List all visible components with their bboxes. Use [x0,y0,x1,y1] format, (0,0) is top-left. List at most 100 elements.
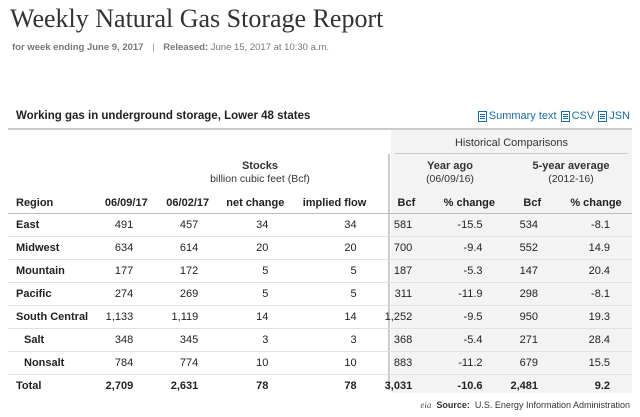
stocks-unit: billion cubic feet (Bcf) [210,173,310,185]
cell-net-change: 78 [256,380,269,392]
region-name: Pacific [8,282,98,306]
stocks-title: Stocks [241,160,279,172]
region-name: Salt [8,328,98,352]
section-title: Working gas in underground storage, Lowe… [16,110,311,122]
col-net-change: net change [220,193,291,214]
cell-five-year-bcf: 534 [504,213,561,237]
cell-five-year-pct: 20.4 [560,259,632,283]
csv-label[interactable]: CSV [571,110,595,122]
json-label[interactable]: JSN [609,110,630,122]
cell-year-ago-bcf: 581 [378,213,435,237]
cell-prior-week: 457 [155,213,221,237]
source-label: Source: [436,400,470,410]
week-ending-label: for week ending June 9, 2017 [12,42,144,53]
cell-current-week: 348 [97,328,156,352]
col-current-week: 06/09/17 [97,193,156,214]
cell-prior-week: 345 [155,328,221,352]
cell-year-ago-bcf: 700 [378,236,435,260]
cell-current-week: 2,709 [105,380,134,392]
table-row: East 491 457 34 34 581 -15.5 534 -8.1 [8,213,632,237]
cell-current-week: 177 [97,259,156,283]
cell-five-year-pct: -8.1 [560,213,632,237]
col-five-year-pct: % change [560,193,632,214]
table-row: Pacific 274 269 5 5 311 -11.9 298 -8.1 [8,282,632,306]
download-links: Summary text CSV JSN [477,110,630,122]
cell-prior-week: 1,119 [155,305,221,329]
storage-table: Region 06/09/17 06/02/17 net change impl… [8,193,632,397]
col-year-ago-pct: % change [434,193,505,214]
region-name: Total [16,380,42,392]
cell-net-change: 14 [220,305,291,329]
cell-net-change: 20 [220,236,291,260]
document-icon [560,110,570,122]
cell-year-ago-bcf: 187 [378,259,435,283]
cell-year-ago-pct: -9.5 [434,305,505,329]
summary-text-label[interactable]: Summary text [488,110,557,122]
five-year-group-header: 5-year average (2012-16) [512,160,630,186]
cell-five-year-bcf: 679 [504,351,561,375]
released-value: June 15, 2017 at 10:30 a.m. [210,42,330,53]
cell-year-ago-pct: -5.4 [434,328,505,352]
cell-year-ago-pct: -10.6 [457,380,483,392]
cell-year-ago-pct: -9.4 [434,236,505,260]
col-prior-week: 06/02/17 [155,193,221,214]
report-dates: for week ending June 9, 2017 | Released:… [12,42,329,53]
five-year-title: 5-year average [532,160,610,172]
col-region: Region [8,193,98,214]
cell-five-year-bcf: 2,481 [510,380,539,392]
year-ago-group-header: Year ago (06/09/16) [395,160,505,186]
region-name: Mountain [8,259,98,283]
table-row: South Central 1,133 1,119 14 14 1,252 -9.5 950 1… [8,305,632,329]
table-row: Nonsalt 784 774 10 10 883 -11.2 679 15.5 [8,351,632,375]
cell-prior-week: 774 [155,351,221,375]
cell-prior-week: 172 [155,259,221,283]
cell-implied-flow: 3 [290,328,379,352]
year-ago-title: Year ago [427,160,473,172]
cell-year-ago-bcf: 368 [378,328,435,352]
cell-five-year-pct: 14.9 [560,236,632,260]
region-name: South Central [8,305,98,329]
eia-logo: eia [420,400,432,410]
historical-comparisons-title: Historical Comparisons [454,137,569,149]
source-value: U.S. Energy Information Administration [474,400,630,410]
table-row: Salt 348 345 3 3 368 -5.4 271 28.4 [8,328,632,352]
cell-net-change: 3 [220,328,291,352]
page-title: Weekly Natural Gas Storage Report [10,4,384,33]
cell-five-year-bcf: 147 [504,259,561,283]
summary-text-link[interactable]: Summary text [477,110,557,122]
cell-year-ago-pct: -15.5 [434,213,505,237]
stocks-group-header: Stocks billion cubic feet (Bcf) [140,160,380,186]
table-row: Total 2,709 2,631 78 78 3,031 -10.6 2,481 9.2 [8,375,632,398]
cell-year-ago-bcf: 883 [378,351,435,375]
cell-five-year-pct: 19.3 [560,305,632,329]
cell-implied-flow: 10 [290,351,379,375]
cell-five-year-bcf: 271 [504,328,561,352]
separator: | [152,42,155,53]
cell-current-week: 274 [97,282,156,306]
col-implied-flow: implied flow [290,193,379,214]
cell-net-change: 10 [220,351,291,375]
cell-implied-flow: 5 [290,259,379,283]
cell-five-year-bcf: 298 [504,282,561,306]
cell-year-ago-pct: -5.3 [434,259,505,283]
cell-five-year-pct: -8.1 [560,282,632,306]
cell-five-year-bcf: 950 [504,305,561,329]
region-name: Midwest [8,236,98,260]
document-icon [598,110,608,122]
cell-current-week: 1,133 [97,305,156,329]
column-header-row: Region 06/09/17 06/02/17 net change impl… [8,193,632,214]
five-year-range: (2012-16) [548,173,594,185]
csv-link[interactable]: CSV [560,110,595,122]
table-row: Midwest 634 614 20 20 700 -9.4 552 14.9 [8,236,632,260]
cell-year-ago-pct: -11.2 [434,351,505,375]
cell-year-ago-bcf: 3,031 [384,380,413,392]
cell-five-year-pct: 28.4 [560,328,632,352]
json-link[interactable]: JSN [598,110,630,122]
cell-prior-week: 269 [155,282,221,306]
cell-implied-flow: 5 [290,282,379,306]
cell-year-ago-bcf: 311 [378,282,435,306]
cell-net-change: 34 [220,213,291,237]
col-five-year-bcf: Bcf [504,193,561,214]
region-name: East [8,213,98,237]
cell-net-change: 5 [220,282,291,306]
